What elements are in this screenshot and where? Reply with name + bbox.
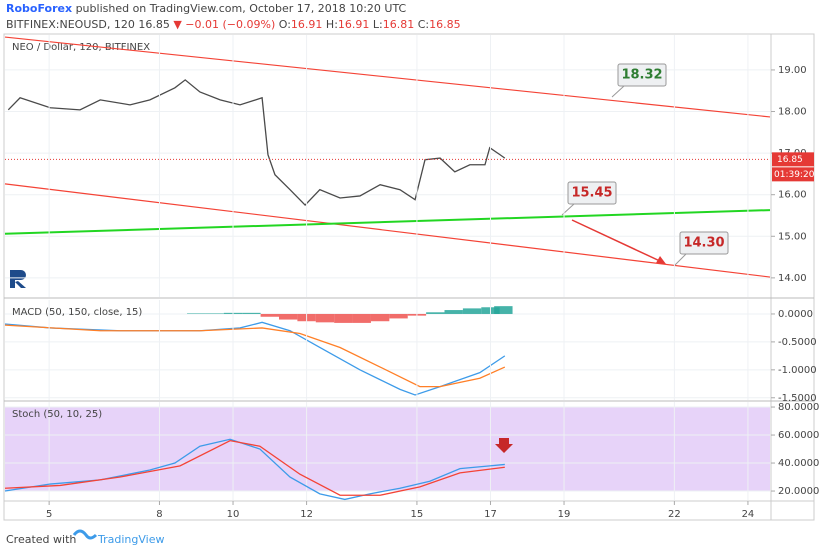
pane-title: Stoch (50, 10, 25) xyxy=(12,409,102,420)
histogram-bar xyxy=(352,313,371,323)
y-tick-label: 60.0000 xyxy=(778,430,819,441)
callout-pointer xyxy=(673,253,687,267)
y-tick-label: 80.0000 xyxy=(778,402,819,413)
tv-logo xyxy=(72,529,98,540)
x-tick-label: 17 xyxy=(484,509,497,520)
y-tick-label: 20.0000 xyxy=(778,486,819,497)
countdown: 01:39:20 xyxy=(774,170,815,180)
trend-line xyxy=(4,183,771,278)
callout-pointer xyxy=(611,85,625,98)
y-tick-label: 14.00 xyxy=(778,273,807,284)
histogram-bar xyxy=(462,308,482,314)
last-price-label: 16.85 xyxy=(777,155,803,165)
callout-box xyxy=(567,181,617,205)
histogram-bar xyxy=(444,310,463,314)
histogram-bar xyxy=(187,313,206,314)
callout-box xyxy=(679,231,729,255)
footer-created: Created with xyxy=(6,533,76,546)
band xyxy=(5,407,770,492)
histogram-bar xyxy=(315,313,335,323)
high: 16.91 xyxy=(338,18,370,31)
x-tick-label: 5 xyxy=(46,509,52,520)
published: published on TradingView.com, October 17… xyxy=(76,2,407,15)
x-tick-label: 12 xyxy=(300,509,313,520)
frame xyxy=(3,33,815,521)
h-label: H: xyxy=(326,18,338,31)
symbol: BITFINEX:NEOUSD, 120 xyxy=(6,18,135,31)
histogram-bar xyxy=(389,313,408,319)
c-label: C: xyxy=(418,18,429,31)
histogram-bar xyxy=(242,312,261,314)
callout-label: 14.30 xyxy=(683,236,724,251)
callout-box xyxy=(617,63,667,87)
histogram-bar xyxy=(205,313,224,314)
histogram-bar xyxy=(279,313,298,320)
footer-brand: TradingView xyxy=(97,533,164,546)
pane-title: MACD (50, 150, close, 15) xyxy=(12,307,142,318)
x-tick-label: 8 xyxy=(156,509,162,520)
histogram-bar xyxy=(260,313,280,317)
header-line: RoboForex published on TradingView.com, … xyxy=(6,2,407,15)
x-tick-label: 15 xyxy=(411,509,424,520)
x-tick-label: 10 xyxy=(227,509,240,520)
l-label: L: xyxy=(373,18,383,31)
y-tick-label: -0.5000 xyxy=(778,337,817,348)
pane-title: NEO / Dollar, 120, BITFINEX xyxy=(12,42,150,53)
countdown-box xyxy=(772,167,814,182)
low: 16.81 xyxy=(383,18,415,31)
y-tick-label: -1.5000 xyxy=(778,393,817,404)
last-price-box xyxy=(772,152,814,167)
arrow xyxy=(571,219,663,263)
y-tick-label: 16.00 xyxy=(778,190,807,201)
histogram-bar xyxy=(334,313,353,323)
y-tick-label: 40.0000 xyxy=(778,458,819,469)
y-tick-label: 0.0000 xyxy=(778,309,813,320)
trend-line xyxy=(4,36,771,118)
histogram-bar xyxy=(370,313,390,322)
down-signal xyxy=(495,438,513,453)
y-tick-label: 18.00 xyxy=(778,107,807,118)
last: 16.85 xyxy=(138,18,170,31)
trend-line xyxy=(4,209,771,235)
y-tick-label: 19.00 xyxy=(778,65,807,76)
o-label: O: xyxy=(279,18,291,31)
open: 16.91 xyxy=(291,18,323,31)
series-line xyxy=(7,79,506,207)
symbol-line: BITFINEX:NEOUSD, 120 16.85 ▼ −0.01 (−0.0… xyxy=(6,18,461,31)
callout-label: 18.32 xyxy=(621,68,662,83)
brand: RoboForex xyxy=(6,2,72,15)
histogram-bar xyxy=(494,306,513,314)
x-tick-label: 19 xyxy=(558,509,571,520)
series-line xyxy=(4,438,505,501)
series-line xyxy=(4,439,505,496)
x-tick-label: 24 xyxy=(742,509,755,520)
close: 16.85 xyxy=(429,18,461,31)
y-tick-label: 15.00 xyxy=(778,231,807,242)
series-line xyxy=(4,324,506,388)
histogram-bar xyxy=(426,312,445,314)
change: ▼ −0.01 (−0.09%) xyxy=(173,18,275,31)
y-tick-label: -1.0000 xyxy=(778,365,817,376)
arrow-head xyxy=(656,256,666,264)
x-tick-label: 22 xyxy=(668,509,681,520)
callout-label: 15.45 xyxy=(571,186,612,201)
